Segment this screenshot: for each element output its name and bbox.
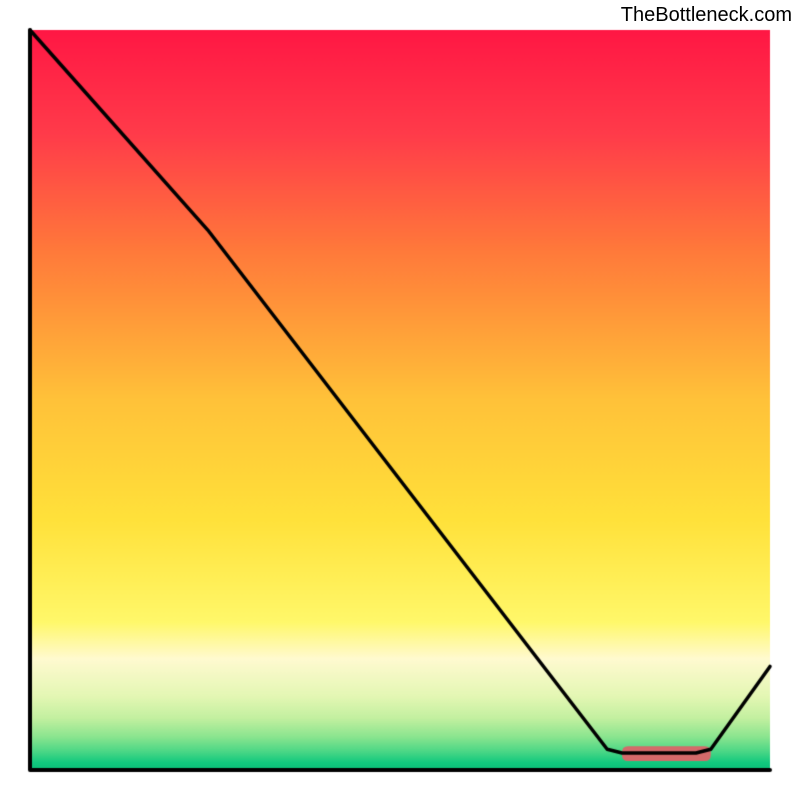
watermark-text: TheBottleneck.com — [621, 4, 792, 27]
chart-stage: TheBottleneck.com — [0, 0, 800, 800]
bottleneck-chart-canvas — [0, 0, 800, 800]
